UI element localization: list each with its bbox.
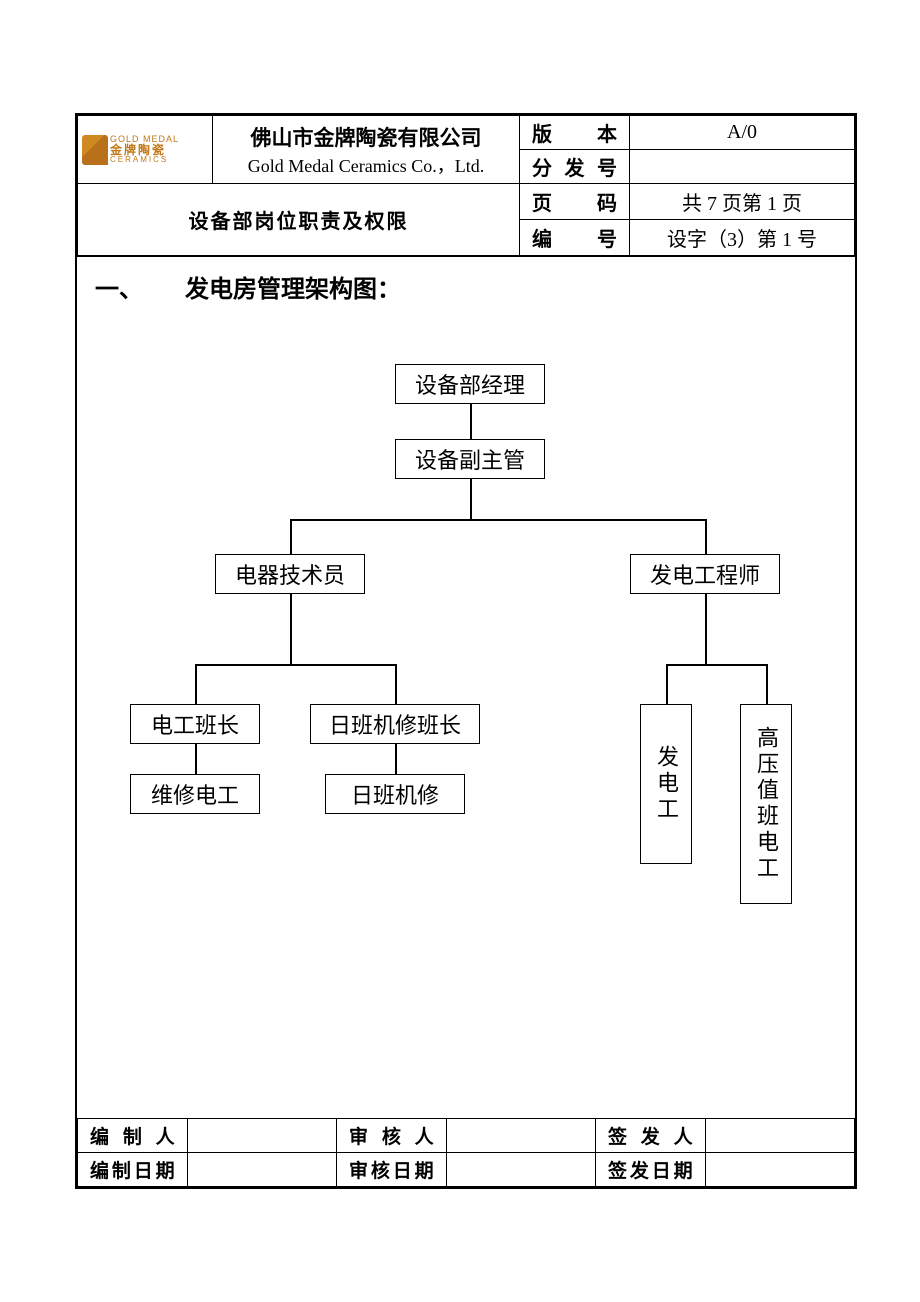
- org-edge: [395, 744, 397, 774]
- header-table: GOLD MEDAL 金牌陶瓷 CERAMICS 佛山市金牌陶瓷有限公司 Gol…: [77, 115, 855, 256]
- org-edge: [290, 594, 292, 664]
- org-edge: [290, 519, 705, 521]
- review-date-value: [446, 1153, 595, 1187]
- company-logo: GOLD MEDAL 金牌陶瓷 CERAMICS: [82, 135, 208, 165]
- dist-label: 分 发 号: [520, 150, 630, 184]
- org-node: 日班机修: [325, 774, 465, 814]
- reviewer-label: 审 核 人: [336, 1119, 446, 1153]
- section-number: 一、: [95, 269, 185, 304]
- org-edge: [195, 664, 395, 666]
- logo-mark-icon: [82, 135, 108, 165]
- document-page: GOLD MEDAL 金牌陶瓷 CERAMICS 佛山市金牌陶瓷有限公司 Gol…: [75, 113, 857, 1189]
- dist-value: [630, 150, 855, 184]
- org-node: 维修电工: [130, 774, 260, 814]
- editor-label: 编 制 人: [78, 1119, 188, 1153]
- logo-sub: CERAMICS: [110, 156, 179, 164]
- editor-value: [187, 1119, 336, 1153]
- org-edge: [666, 664, 668, 704]
- org-edge: [395, 664, 397, 704]
- org-edge: [195, 664, 197, 704]
- company-name-cn: 佛山市金牌陶瓷有限公司: [219, 122, 513, 152]
- code-value: 设字（3）第 1 号: [630, 220, 855, 256]
- org-edge: [470, 479, 472, 519]
- version-label: 版 本: [520, 116, 630, 150]
- org-node: 发电工: [640, 704, 692, 864]
- org-chart: 设备部经理设备副主管电器技术员 发电工程师电工班长 日班机修班长维修电工 日班机修 发电…: [85, 304, 847, 984]
- issue-date-value: [705, 1153, 854, 1187]
- issuer-label: 签 发 人: [595, 1119, 705, 1153]
- org-node: 高压值班电工: [740, 704, 792, 904]
- org-edge: [290, 519, 292, 554]
- org-edge: [766, 664, 768, 704]
- org-edge: [195, 744, 197, 774]
- page-label: 页 码: [520, 184, 630, 220]
- section-title: 一、发电房管理架构图：: [85, 269, 847, 304]
- reviewer-value: [446, 1119, 595, 1153]
- page-value: 共 7 页第 1 页: [630, 184, 855, 220]
- issue-date-label: 签发日期: [595, 1153, 705, 1187]
- org-edge: [666, 664, 766, 666]
- org-edge: [705, 594, 707, 664]
- org-node: 发电工程师: [630, 554, 780, 594]
- issuer-value: [705, 1119, 854, 1153]
- org-node: 日班机修班长: [310, 704, 480, 744]
- section-heading: 发电房管理架构图：: [185, 277, 401, 303]
- code-label: 编 号: [520, 220, 630, 256]
- org-node: 电器技术员: [215, 554, 365, 594]
- edit-date-value: [187, 1153, 336, 1187]
- logo-cell: GOLD MEDAL 金牌陶瓷 CERAMICS: [78, 116, 213, 184]
- org-edge: [705, 519, 707, 554]
- version-value: A/0: [630, 116, 855, 150]
- org-edge: [470, 404, 472, 439]
- org-node: 电工班长: [130, 704, 260, 744]
- edit-date-label: 编制日期: [78, 1153, 188, 1187]
- org-node: 设备副主管: [395, 439, 545, 479]
- doc-title: 设备部岗位职责及权限: [78, 184, 520, 256]
- org-node: 设备部经理: [395, 364, 545, 404]
- footer-table: 编 制 人 审 核 人 签 发 人 编制日期 审核日期 签发日期: [77, 1118, 855, 1187]
- review-date-label: 审核日期: [336, 1153, 446, 1187]
- content-area: 一、发电房管理架构图： 设备部经理设备副主管电器技术员发电工程师电工班长日班机修…: [77, 256, 855, 1118]
- company-cell: 佛山市金牌陶瓷有限公司 Gold Medal Ceramics Co.，Ltd.: [213, 116, 520, 184]
- company-name-en: Gold Medal Ceramics Co.，Ltd.: [219, 152, 513, 178]
